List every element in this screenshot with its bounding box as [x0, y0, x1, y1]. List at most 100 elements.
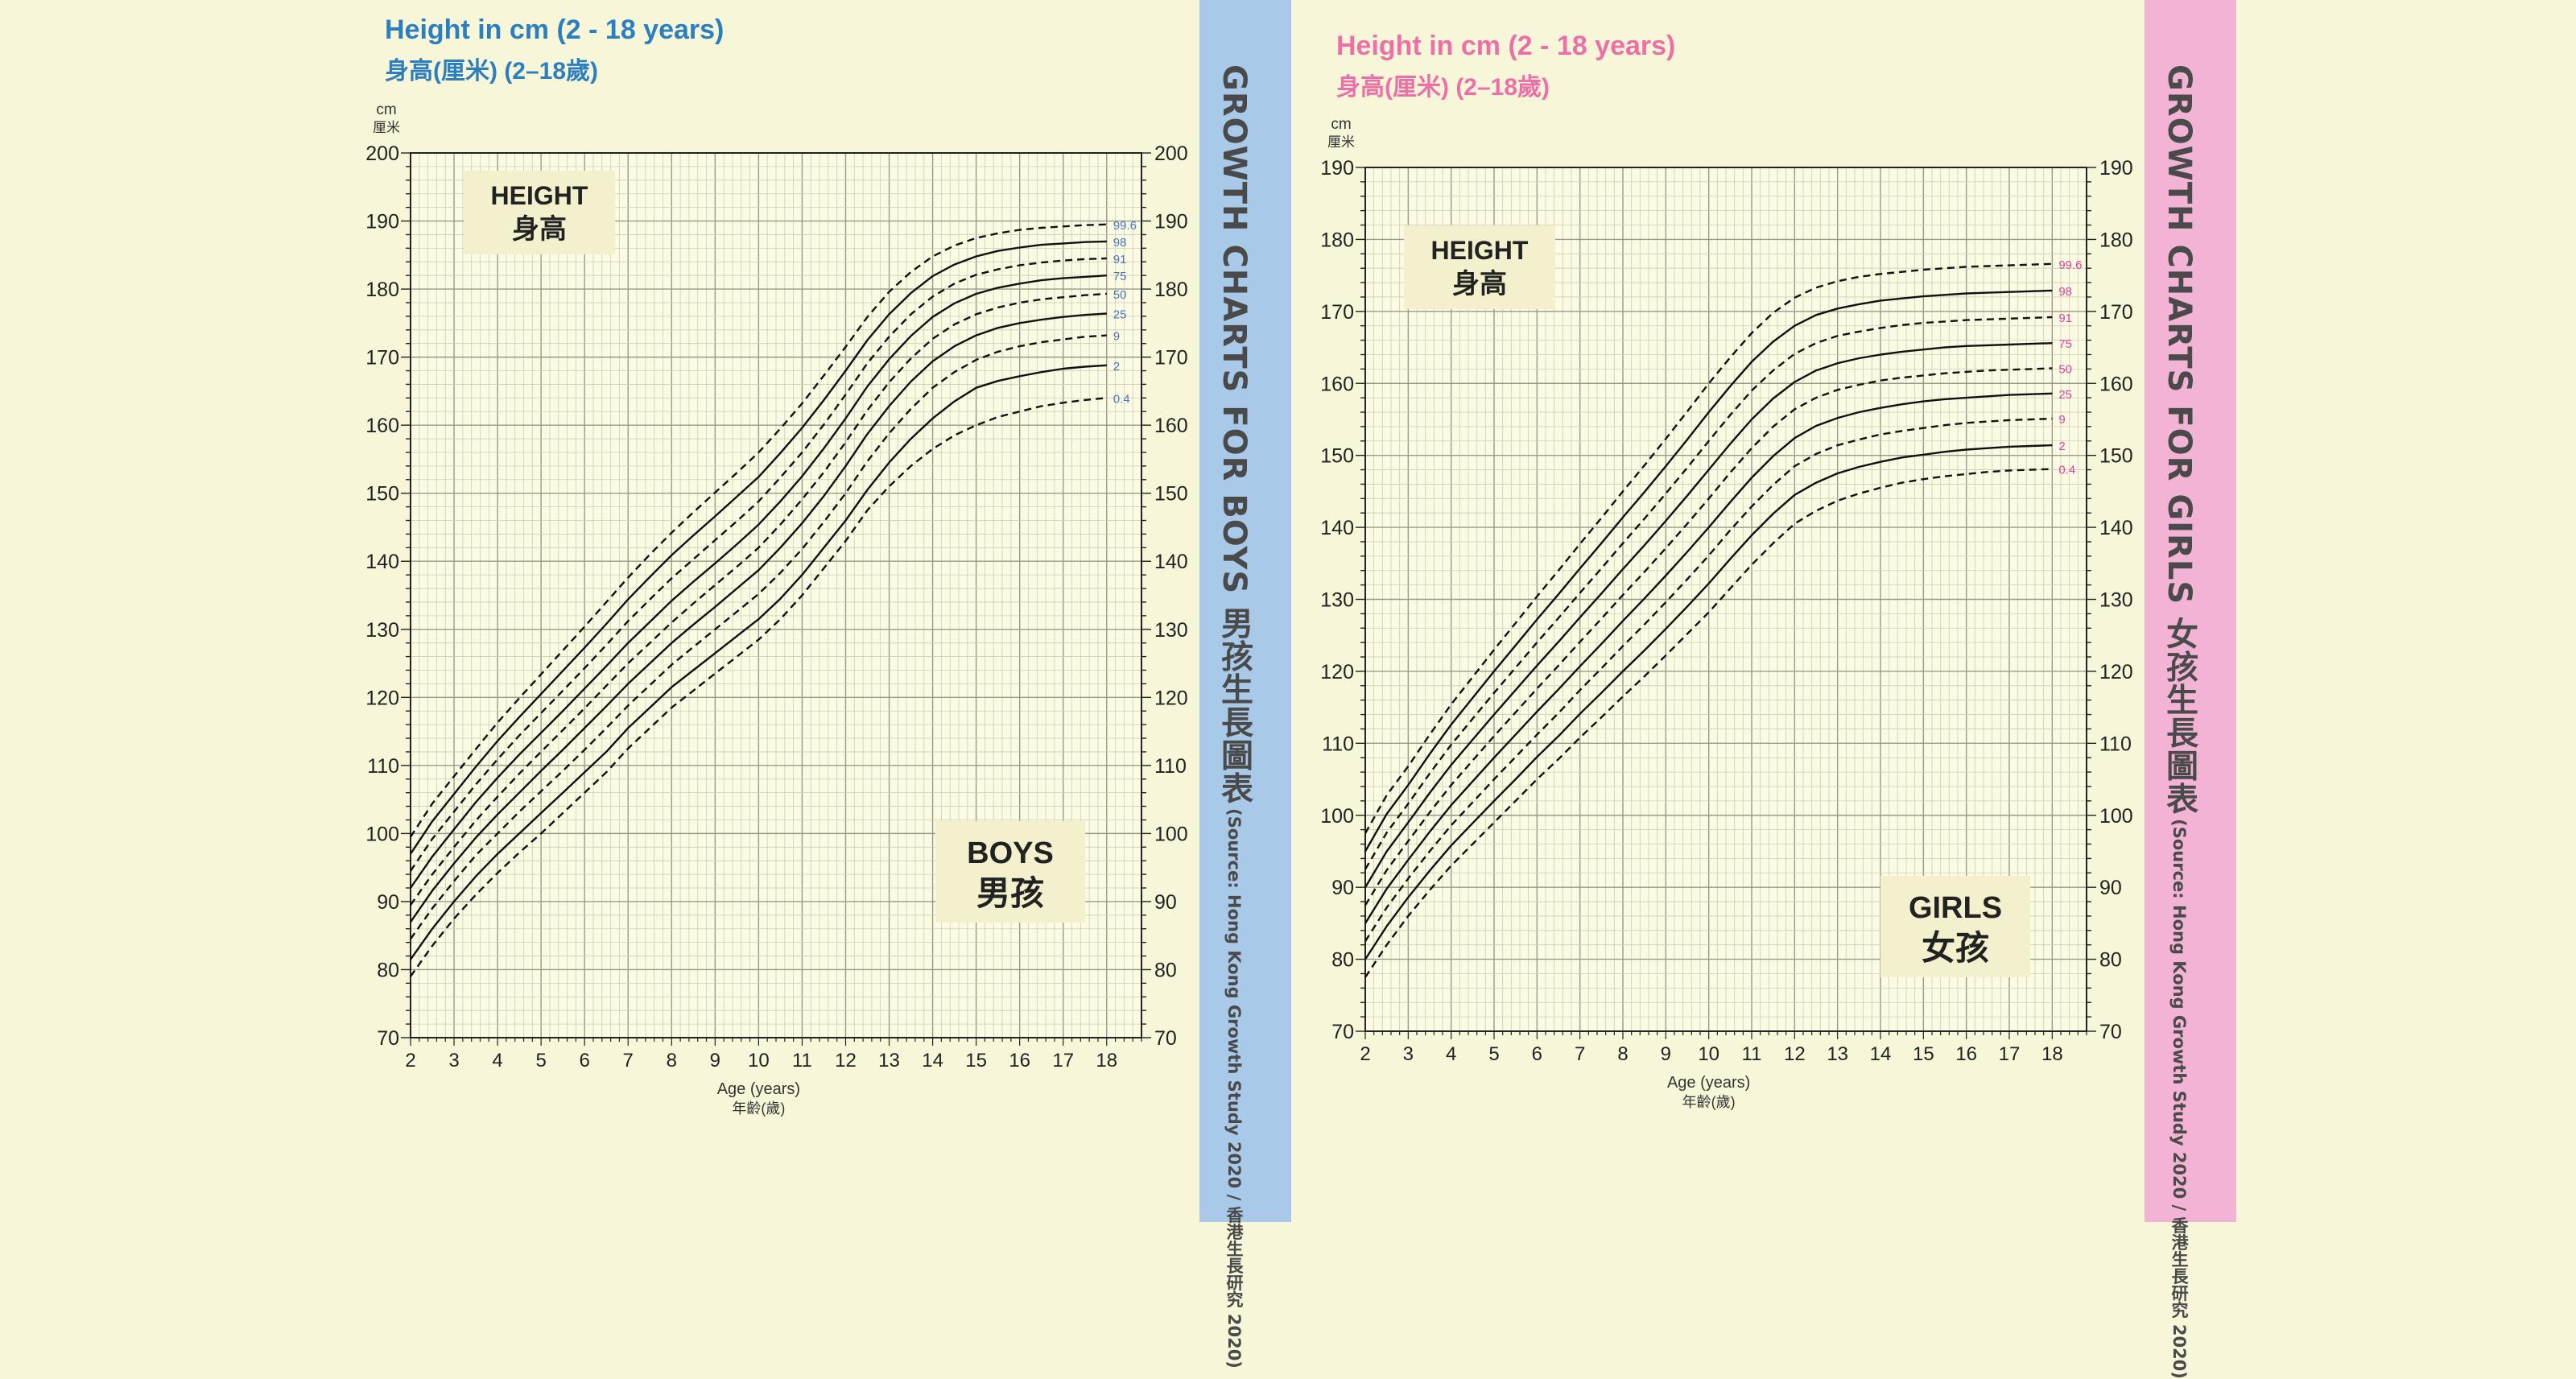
percentile-label: 9 — [1113, 330, 1120, 344]
girls-side-source: (Source: Hong Kong Growth Study 2020 / 香… — [2169, 819, 2189, 1379]
x-axis-label: Age (years) — [1667, 1074, 1750, 1092]
y-tick-label-left: 190 — [1320, 157, 1354, 180]
percentile-label: 75 — [1113, 270, 1127, 283]
x-tick-label: 16 — [1955, 1043, 1977, 1065]
percentile-label: 99.6 — [1113, 219, 1137, 233]
percentile-line-98 — [410, 240, 1107, 855]
percentile-label: 98 — [1113, 236, 1127, 250]
y-tick-label-right: 80 — [1154, 959, 1177, 981]
sex-label-en: BOYS — [967, 836, 1054, 870]
y-tick-label-right: 80 — [2099, 949, 2122, 972]
y-tick-label-right: 70 — [1154, 1027, 1177, 1050]
percentile-label: 98 — [2058, 285, 2072, 299]
y-tick-label-left: 70 — [377, 1027, 399, 1050]
x-tick-label: 7 — [623, 1050, 634, 1071]
grid — [410, 152, 1142, 1038]
x-tick-label: 8 — [1617, 1043, 1628, 1065]
x-tick-label: 15 — [1913, 1043, 1934, 1065]
percentile-line-50 — [1364, 367, 2053, 906]
x-axis-label-zh: 年齡(歲) — [1682, 1094, 1736, 1110]
x-tick-label: 17 — [1999, 1043, 2021, 1065]
percentile-label: 91 — [1113, 253, 1127, 266]
percentile-label: 50 — [2058, 362, 2072, 376]
y-tick-label-left: 180 — [1320, 229, 1354, 251]
y-tick-label-right: 100 — [1154, 823, 1188, 845]
percentile-line-2 — [410, 364, 1107, 960]
y-tick-label-left: 100 — [365, 823, 399, 845]
x-axis-label-zh: 年齡(歲) — [732, 1100, 785, 1117]
boys-title: Height in cm (2 - 18 years) 身高(厘米) (2–18… — [385, 14, 724, 86]
y-tick-label-right: 70 — [2099, 1021, 2122, 1043]
percentile-label: 2 — [1113, 360, 1120, 374]
height-label-en: HEIGHT — [1431, 236, 1529, 265]
percentile-line-2 — [1364, 444, 2053, 960]
boys-title-en: Height in cm (2 - 18 years) — [385, 14, 724, 45]
height-label-zh: 身高 — [512, 214, 567, 245]
x-axis-label: Age (years) — [717, 1080, 800, 1098]
percentile-label: 9 — [2058, 413, 2065, 427]
boys-side-band: GROWTH CHARTS FOR BOYS 男孩生長圖表 (Source: H… — [1199, 0, 1291, 1369]
percentile-line-99-6 — [409, 223, 1107, 838]
x-tick-label: 11 — [1742, 1043, 1762, 1065]
x-tick-label: 18 — [2041, 1043, 2063, 1065]
y-tick-label-right: 130 — [1154, 619, 1188, 642]
x-tick-label: 2 — [1360, 1043, 1370, 1065]
x-tick-label: 3 — [448, 1050, 459, 1071]
y-unit-label: cm — [1331, 116, 1351, 133]
percentile-label: 25 — [2058, 388, 2072, 402]
y-tick-label-right: 140 — [2099, 517, 2133, 539]
x-tick-label: 4 — [1446, 1043, 1456, 1065]
y-tick-label-right: 100 — [2099, 805, 2133, 828]
y-tick-label-left: 80 — [377, 959, 399, 981]
y-tick-label-right: 190 — [1154, 211, 1188, 233]
x-tick-label: 14 — [922, 1050, 943, 1071]
x-tick-label: 15 — [965, 1050, 987, 1071]
height-label-zh: 身高 — [1452, 269, 1507, 299]
y-tick-label-left: 110 — [367, 755, 399, 778]
boys-side-text: GROWTH CHARTS FOR BOYS 男孩生長圖表 (Source: H… — [1211, 64, 1257, 1369]
x-tick-label: 4 — [492, 1050, 502, 1071]
y-tick-label-right: 180 — [2099, 229, 2133, 251]
y-tick-label-left: 100 — [1320, 805, 1354, 828]
y-tick-label-left: 120 — [365, 687, 399, 709]
x-tick-label: 13 — [1827, 1043, 1848, 1065]
x-tick-label: 5 — [1488, 1043, 1499, 1065]
percentile-line-9 — [1364, 417, 2053, 942]
y-tick-label-left: 160 — [1320, 373, 1354, 395]
sex-label-box — [935, 821, 1085, 923]
y-tick-label-right: 150 — [1154, 483, 1188, 506]
y-unit-label-zh: 厘米 — [1327, 134, 1355, 150]
girls-side-band: GROWTH CHARTS FOR GIRLS 女孩生長圖表 (Source: … — [2145, 0, 2236, 1379]
x-tick-label: 17 — [1052, 1050, 1074, 1071]
height-label-en: HEIGHT — [491, 181, 588, 210]
y-tick-label-left: 180 — [365, 279, 399, 301]
percentile-label: 0.4 — [1113, 392, 1130, 406]
percentile-label: 75 — [2058, 337, 2072, 351]
x-tick-label: 6 — [580, 1050, 590, 1071]
y-tick-label-right: 120 — [1154, 687, 1188, 709]
y-tick-label-right: 110 — [2099, 733, 2132, 755]
y-unit-label-zh: 厘米 — [373, 120, 400, 135]
percentile-line-91 — [410, 257, 1107, 872]
percentile-line-75 — [410, 275, 1107, 889]
percentile-line-75 — [1364, 342, 2053, 888]
girls-title-zh: 身高(厘米) (2–18歲) — [1336, 74, 1550, 101]
y-unit-label: cm — [376, 101, 396, 118]
percentile-line-99-6 — [1364, 262, 2053, 834]
x-tick-label: 8 — [667, 1050, 677, 1071]
sex-label-zh: 男孩 — [976, 874, 1044, 912]
percentile-line-50 — [410, 292, 1107, 906]
x-tick-label: 16 — [1009, 1050, 1030, 1071]
percentile-label: 0.4 — [2058, 464, 2075, 477]
boys-title-zh: 身高(厘米) (2–18歲) — [385, 58, 599, 85]
y-tick-label-right: 130 — [2099, 589, 2133, 612]
boys-height-chart: 70 70 80 80 90 90 100 100 110 110 120 120 130 130 140 1… — [365, 101, 1188, 1117]
girls-side-title: GROWTH CHARTS FOR GIRLS 女孩生長圖表 — [2161, 64, 2198, 815]
girls-side-text: GROWTH CHARTS FOR GIRLS 女孩生長圖表 (Source: … — [2156, 64, 2202, 1379]
x-tick-label: 10 — [1698, 1043, 1719, 1065]
x-tick-label: 11 — [792, 1050, 812, 1071]
y-tick-label-left: 130 — [1320, 589, 1354, 612]
percentile-curves — [1364, 262, 2053, 978]
y-tick-label-right: 110 — [1154, 755, 1187, 778]
y-tick-label-left: 120 — [1320, 661, 1354, 683]
